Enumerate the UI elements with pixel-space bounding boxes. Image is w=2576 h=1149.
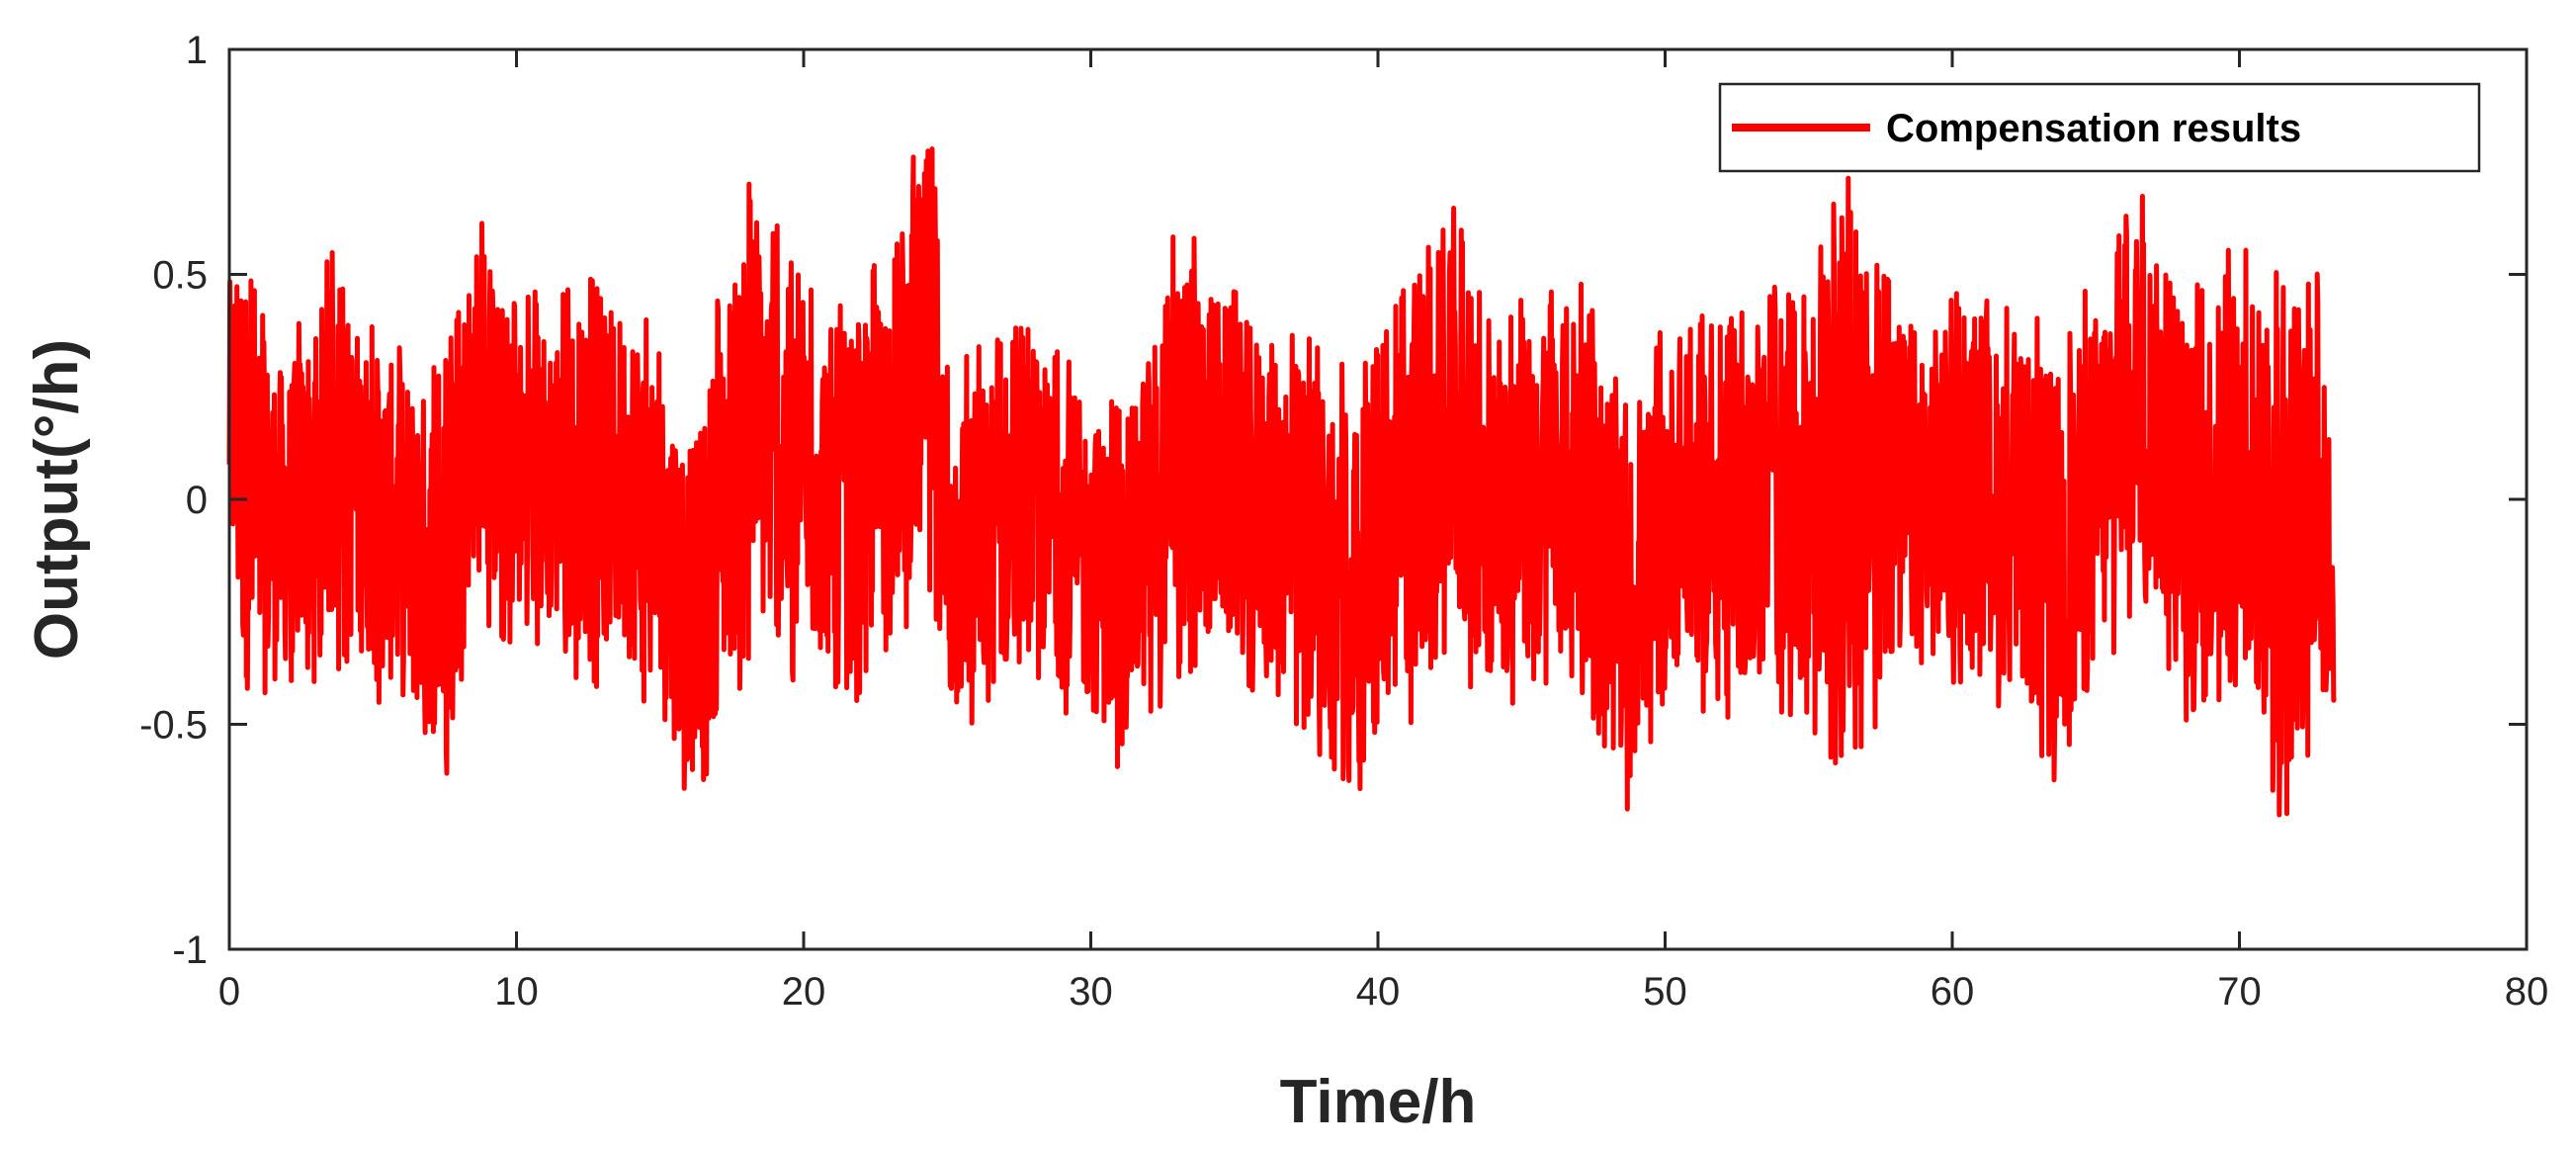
y-tick-label: 1 bbox=[186, 29, 208, 72]
y-axis-label: Output(°/h) bbox=[23, 339, 91, 660]
x-tick-label: 0 bbox=[218, 970, 240, 1014]
y-tick-label: 0.5 bbox=[152, 254, 208, 298]
x-axis-label: Time/h bbox=[1280, 1068, 1477, 1136]
x-tick-label: 20 bbox=[782, 970, 826, 1014]
x-tick-label: 10 bbox=[494, 970, 539, 1014]
series-layer bbox=[226, 146, 2337, 818]
x-tick-label: 60 bbox=[1931, 970, 1975, 1014]
legend-label: Compensation results bbox=[1886, 107, 2301, 150]
y-tick-label: 0 bbox=[186, 479, 208, 522]
y-tick-label: -1 bbox=[172, 928, 208, 972]
series-line-compensation-results bbox=[226, 146, 2337, 818]
x-tick-label: 50 bbox=[1643, 970, 1687, 1014]
y-tick-label: -0.5 bbox=[139, 704, 208, 748]
legend: Compensation results bbox=[1718, 82, 2481, 173]
x-tick-label: 70 bbox=[2217, 970, 2262, 1014]
x-tick-label: 30 bbox=[1069, 970, 1113, 1014]
x-tick-label: 40 bbox=[1356, 970, 1401, 1014]
x-tick-label: 80 bbox=[2505, 970, 2549, 1014]
tick-layer: 0 10 20 30 40 50 60 70 80 -1 -0.5 0 0.5 1 bbox=[139, 29, 2548, 1014]
